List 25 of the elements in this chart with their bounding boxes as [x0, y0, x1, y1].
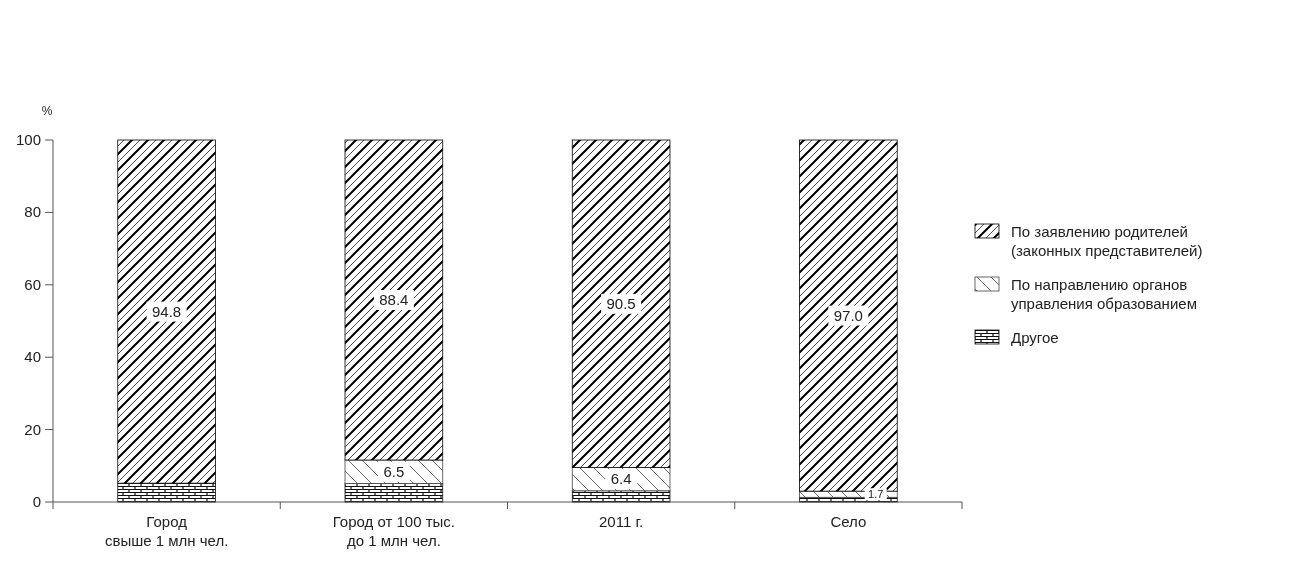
data-label: 97.0 [833, 306, 863, 324]
y-axis-title: % [41, 104, 53, 118]
y-tick-label: 80 [24, 203, 41, 221]
legend-label: По направлению органов управления образованием [1011, 276, 1197, 312]
data-label: 90.5 [606, 294, 636, 312]
y-tick-label: 40 [24, 348, 41, 366]
bar [799, 139, 898, 492]
x-tick-label: Село [830, 513, 867, 530]
legend-label: По заявлению родителей (законных представителей) [1011, 223, 1203, 259]
y-tick-label: 20 [24, 420, 41, 438]
data-label: 6.5 [383, 462, 405, 480]
y-tick-label: 100 [15, 131, 41, 148]
y-tick-label: 0 [32, 493, 41, 510]
data-label: 6.4 [610, 470, 632, 488]
legend-label: Другое [1011, 329, 1059, 346]
bar [571, 139, 671, 469]
x-tick-label: 2011 г. [599, 513, 644, 530]
y-tick-label: 60 [24, 275, 41, 293]
x-tick-label: Город от 100 тыс. до 1 млн чел. [332, 513, 456, 549]
x-tick-label: Город свыше 1 млн чел. [104, 513, 229, 549]
data-label: 94.8 [152, 302, 182, 320]
data-label: 88.4 [379, 291, 409, 308]
data-label: 1.7 [868, 488, 884, 501]
bar [117, 139, 216, 484]
bar [344, 139, 444, 461]
